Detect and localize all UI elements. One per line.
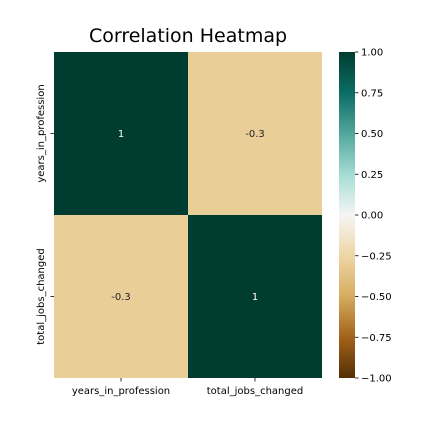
- cell-label-r1-c1: 1: [252, 292, 258, 303]
- x-axis-ticks: years_in_profession total_jobs_changed: [72, 378, 303, 397]
- x-tick-label-1: total_jobs_changed: [207, 386, 303, 397]
- colorbar-tick-label-5: −0.25: [361, 251, 392, 262]
- colorbar-tick-label-2: 0.50: [361, 129, 383, 140]
- colorbar-ticks: 1.00 0.75 0.50 0.25 0.00 −0.25 −0.50 −0.75 −1.00: [355, 48, 392, 385]
- heatmap-cell-r0-c1: [188, 52, 322, 215]
- heatmap-cell-r1-c1: [188, 215, 322, 378]
- colorbar-tick-label-1: 0.75: [361, 88, 383, 99]
- colorbar-tick-label-4: 0.00: [361, 211, 383, 222]
- colorbar: [339, 52, 355, 378]
- x-tick-label-0: years_in_profession: [72, 386, 170, 397]
- colorbar-tick-label-8: −1.00: [361, 374, 392, 385]
- colorbar-tick-label-7: −0.75: [361, 333, 392, 344]
- y-tick-label-0: years_in_profession: [36, 84, 47, 182]
- cell-label-r0-c1: -0.3: [245, 129, 265, 140]
- colorbar-tick-label-6: −0.50: [361, 292, 392, 303]
- cell-label-r0-c0: 1: [118, 129, 124, 140]
- chart-title: Correlation Heatmap: [89, 25, 287, 47]
- heatmap-cells: [54, 52, 322, 378]
- heatmap-cell-labels: 1 -0.3 -0.3 1: [111, 129, 265, 303]
- cell-label-r1-c0: -0.3: [111, 292, 131, 303]
- y-axis-ticks: years_in_profession total_jobs_changed: [36, 84, 54, 345]
- y-tick-label-1: total_jobs_changed: [36, 248, 47, 344]
- colorbar-tick-label-3: 0.25: [361, 170, 383, 181]
- colorbar-tick-label-0: 1.00: [361, 48, 383, 59]
- heatmap-cell-r0-c0: [54, 52, 188, 215]
- heatmap-cell-r1-c0: [54, 215, 188, 378]
